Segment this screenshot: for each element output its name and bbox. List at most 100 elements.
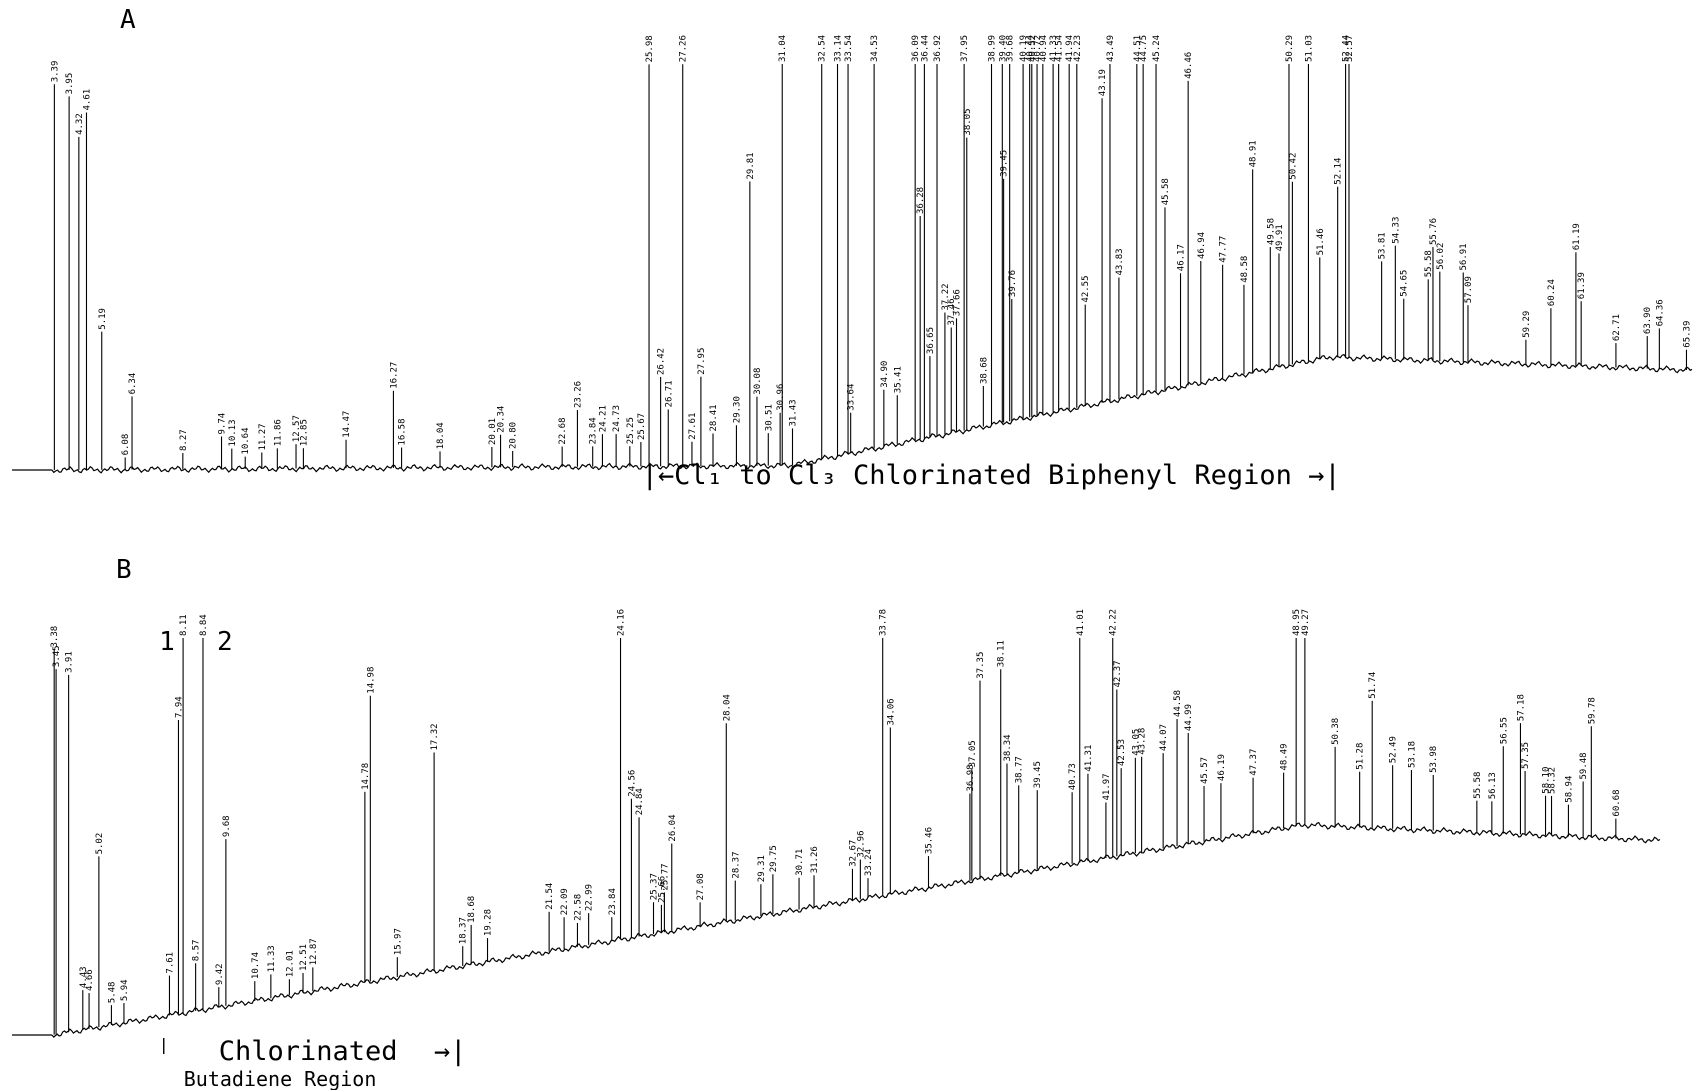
peak-label: 27.61 [688,413,698,440]
peak-label: 27.95 [697,348,707,375]
peak-label: 56.55 [1499,717,1509,744]
peak-label: 42.37 [1113,660,1123,687]
peak-label: 46.94 [1197,232,1207,259]
peak-label: 47.77 [1219,236,1229,263]
peak-label: 39.45 [1000,150,1010,177]
peak-label: 3.38 [50,626,60,648]
peak-label: 44.07 [1159,724,1169,751]
peak-label: 47.37 [1249,749,1259,776]
peak-label: 39.40 [998,35,1008,62]
peak-label: 6.08 [121,434,131,456]
peak-label: 49.27 [1301,609,1311,636]
peak-label: 5.94 [120,979,130,1001]
peak-label: 35.41 [893,366,903,393]
peak-label: 3.95 [65,73,75,95]
peak-label: 55.58 [1473,772,1483,799]
peak-label: 11.33 [267,945,277,972]
peak-label: 40.44 [1026,35,1036,62]
peak-label: 56.91 [1459,243,1469,270]
peak-label: 22.99 [585,884,595,911]
peak-label: 41.97 [1102,773,1112,800]
peak-label: 45.58 [1161,178,1171,205]
peak-label: 29.75 [769,845,779,872]
peak-label: 28.37 [731,852,741,879]
peak-label: 10.13 [228,420,238,447]
peak-label: 43.28 [1138,728,1148,755]
peak-label: 41.94 [1065,35,1075,62]
peak-label: 21.54 [545,883,555,910]
peak-label: 49.91 [1275,224,1285,251]
peak-label: 33.78 [879,609,889,636]
peak-label: 40.73 [1068,763,1078,790]
peak-label: 63.90 [1643,307,1653,334]
peak-label: 61.39 [1577,272,1587,299]
peak-label: 10.74 [251,952,261,979]
peak-marker-2: 2 [217,627,233,657]
peak-label: 25.67 [637,413,647,440]
peak-label: 4.61 [83,89,93,111]
peak-label: 52.14 [1334,158,1344,185]
peak-label: 38.34 [1003,734,1013,761]
peak-label: 10.64 [241,428,251,455]
peak-label: 5.19 [98,308,108,330]
peak-label: 27.08 [696,873,706,900]
region-label-butadiene-line2: Butadiene Region [184,1067,377,1090]
peak-label: 46.19 [1217,754,1227,781]
peak-label: 41.54 [1055,35,1065,62]
peak-label: 36.28 [916,187,926,214]
peak-label: 54.33 [1391,217,1401,244]
peak-label: 16.27 [389,362,399,389]
peak-label: 53.98 [1429,746,1439,773]
peak-label: 38.99 [988,35,998,62]
peak-label: 18.37 [459,917,469,944]
peak-label: 15.97 [393,928,403,955]
peak-label: 48.58 [1240,256,1250,283]
peak-label: 44.75 [1139,35,1149,62]
peak-label: 36.98 [966,764,976,791]
peak-label: 52.49 [1389,736,1399,763]
peak-label: 36.65 [926,327,936,354]
peak-label: 33.64 [847,384,857,411]
peak-label: 5.48 [107,982,117,1004]
peak-label: 42.53 [1117,739,1127,766]
peak-label: 58.94 [1564,776,1574,803]
peak-label: 25.25 [626,417,636,444]
peak-label: 37.66 [953,289,963,316]
peak-label: 54.65 [1400,270,1410,297]
peak-label: 34.90 [880,361,890,388]
peak-label: 43.83 [1115,248,1125,275]
peak-label: 30.71 [795,849,805,876]
peak-label: 57.35 [1521,742,1531,769]
peak-label: 55.76 [1429,218,1439,245]
peak-label: 48.91 [1249,140,1259,167]
peak-label: 43.05 [1131,729,1141,756]
baseline-trace [51,821,1661,1038]
peak-label: 14.47 [342,411,352,438]
peak-label: 20.80 [509,422,519,449]
peak-label: 26.42 [657,348,667,375]
peak-label: 43.19 [1098,69,1108,96]
peak-label: 30.51 [764,404,774,431]
peak-label: 32.67 [849,840,859,867]
peak-label: 57.18 [1517,694,1527,721]
peak-label: 31.26 [810,846,820,873]
peak-label: 36.09 [911,35,921,62]
peak-label: 51.46 [1316,228,1326,255]
peak-label: 40.72 [1033,35,1043,62]
peak-label: 31.43 [789,399,799,426]
peak-label: 37.46 [947,298,957,325]
peak-label: 51.03 [1305,35,1315,62]
peak-label: 45.57 [1200,757,1210,784]
peak-label: 37.05 [968,740,978,767]
peak-label: 7.61 [166,952,176,974]
peak-label: 4.32 [75,113,85,135]
peak-label: 43.49 [1106,35,1116,62]
peak-label: 4.66 [85,969,95,991]
peak-label: 30.08 [753,368,763,395]
peak-label: 28.04 [722,694,732,721]
peak-label: 12.51 [299,944,309,971]
peak-label: 40.52 [1028,35,1038,62]
peak-label: 5.02 [95,833,105,855]
peak-label: 52.57 [1345,35,1355,62]
peak-label: 50.29 [1285,35,1295,62]
